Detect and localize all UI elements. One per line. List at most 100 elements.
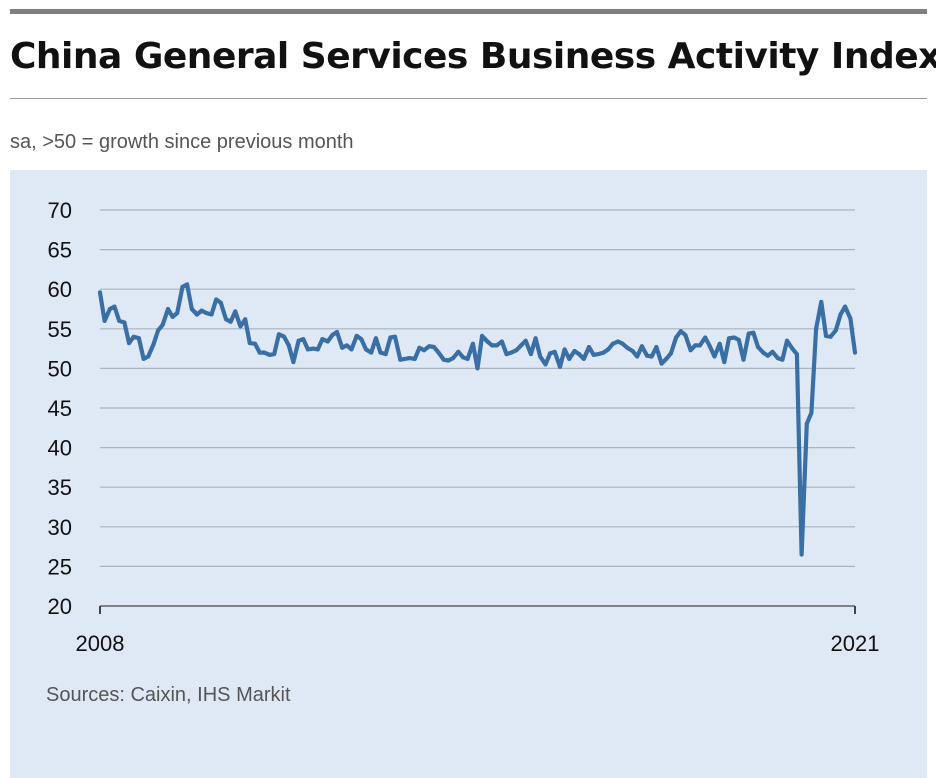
data-point <box>485 339 490 344</box>
data-point <box>712 354 717 359</box>
data-point <box>243 317 248 322</box>
data-point <box>233 309 238 314</box>
data-point <box>325 339 330 344</box>
data-point <box>427 344 432 349</box>
data-point <box>552 349 557 354</box>
data-point <box>102 318 107 323</box>
data-point <box>204 311 209 315</box>
data-point <box>127 341 131 346</box>
data-point <box>320 337 325 342</box>
data-point <box>305 347 310 352</box>
y-tick-label: 60 <box>48 277 72 302</box>
data-point <box>465 356 470 361</box>
data-point <box>504 352 509 357</box>
data-point <box>601 350 606 355</box>
data-point <box>736 337 741 342</box>
y-tick-label: 45 <box>48 396 72 421</box>
data-point <box>117 318 122 323</box>
data-point <box>291 360 296 365</box>
data-point <box>417 345 422 350</box>
data-point <box>741 357 746 362</box>
data-point <box>828 334 833 339</box>
data-point <box>131 334 136 339</box>
y-tick-label: 50 <box>48 356 72 381</box>
data-point <box>519 343 524 348</box>
data-point <box>727 336 731 341</box>
y-tick-label: 65 <box>48 238 72 263</box>
data-point <box>180 284 185 289</box>
data-point <box>674 335 679 340</box>
data-point <box>247 341 252 346</box>
data-point <box>470 341 475 346</box>
data-point <box>480 333 485 338</box>
data-point <box>567 356 572 361</box>
data-point <box>843 304 848 309</box>
data-point <box>286 343 291 348</box>
data-point <box>664 356 669 361</box>
data-point <box>533 336 538 341</box>
data-point <box>697 343 702 348</box>
y-tick-label: 30 <box>48 515 72 540</box>
data-point <box>146 354 151 359</box>
data-point <box>253 341 258 346</box>
data-point <box>809 410 814 415</box>
data-point <box>562 347 567 352</box>
series-layer <box>97 282 858 557</box>
data-point <box>775 356 780 361</box>
data-point <box>804 421 809 426</box>
x-tick-label-end: 2021 <box>831 631 880 656</box>
data-point <box>548 351 553 356</box>
data-point <box>301 337 306 342</box>
data-point <box>296 338 301 343</box>
data-point <box>746 331 751 336</box>
data-point <box>707 344 712 349</box>
data-point <box>703 335 708 340</box>
data-point <box>635 354 640 359</box>
data-point <box>160 322 165 327</box>
data-point <box>218 300 223 305</box>
data-point <box>756 345 760 349</box>
data-point <box>790 346 795 351</box>
data-point <box>572 349 577 353</box>
data-point <box>461 355 465 360</box>
data-point <box>853 350 857 355</box>
data-point <box>770 349 775 354</box>
data-point <box>151 342 156 347</box>
data-point <box>654 345 659 349</box>
data-point <box>732 335 737 340</box>
chart-panel: 20 25 30 35 40 45 50 55 60 65 70 2008 2021 <box>10 170 927 778</box>
data-point <box>344 343 349 348</box>
data-point <box>722 360 727 365</box>
data-point <box>276 332 281 337</box>
data-point <box>330 333 335 338</box>
data-point <box>311 346 316 351</box>
data-point <box>659 361 664 366</box>
data-point <box>378 350 383 355</box>
x-axis: 2008 2021 <box>76 606 880 656</box>
data-point <box>199 308 204 313</box>
data-point <box>431 345 436 349</box>
data-point <box>373 336 378 341</box>
data-point <box>422 348 427 353</box>
data-point <box>610 341 615 346</box>
data-point <box>587 345 591 349</box>
data-point <box>112 304 117 309</box>
data-point <box>393 334 397 339</box>
data-point <box>335 330 339 334</box>
data-point <box>441 357 446 362</box>
data-point <box>141 356 146 361</box>
data-point <box>354 333 359 338</box>
data-point <box>717 341 722 346</box>
data-point <box>122 320 127 325</box>
data-point <box>538 354 543 359</box>
data-point <box>649 354 654 359</box>
data-point <box>272 352 277 357</box>
data-point <box>765 353 770 358</box>
data-point <box>499 339 504 344</box>
data-point <box>98 290 102 295</box>
data-point <box>349 347 354 352</box>
data-point <box>136 336 141 341</box>
data-point <box>407 356 412 361</box>
data-point <box>156 328 161 333</box>
data-point <box>398 357 403 362</box>
